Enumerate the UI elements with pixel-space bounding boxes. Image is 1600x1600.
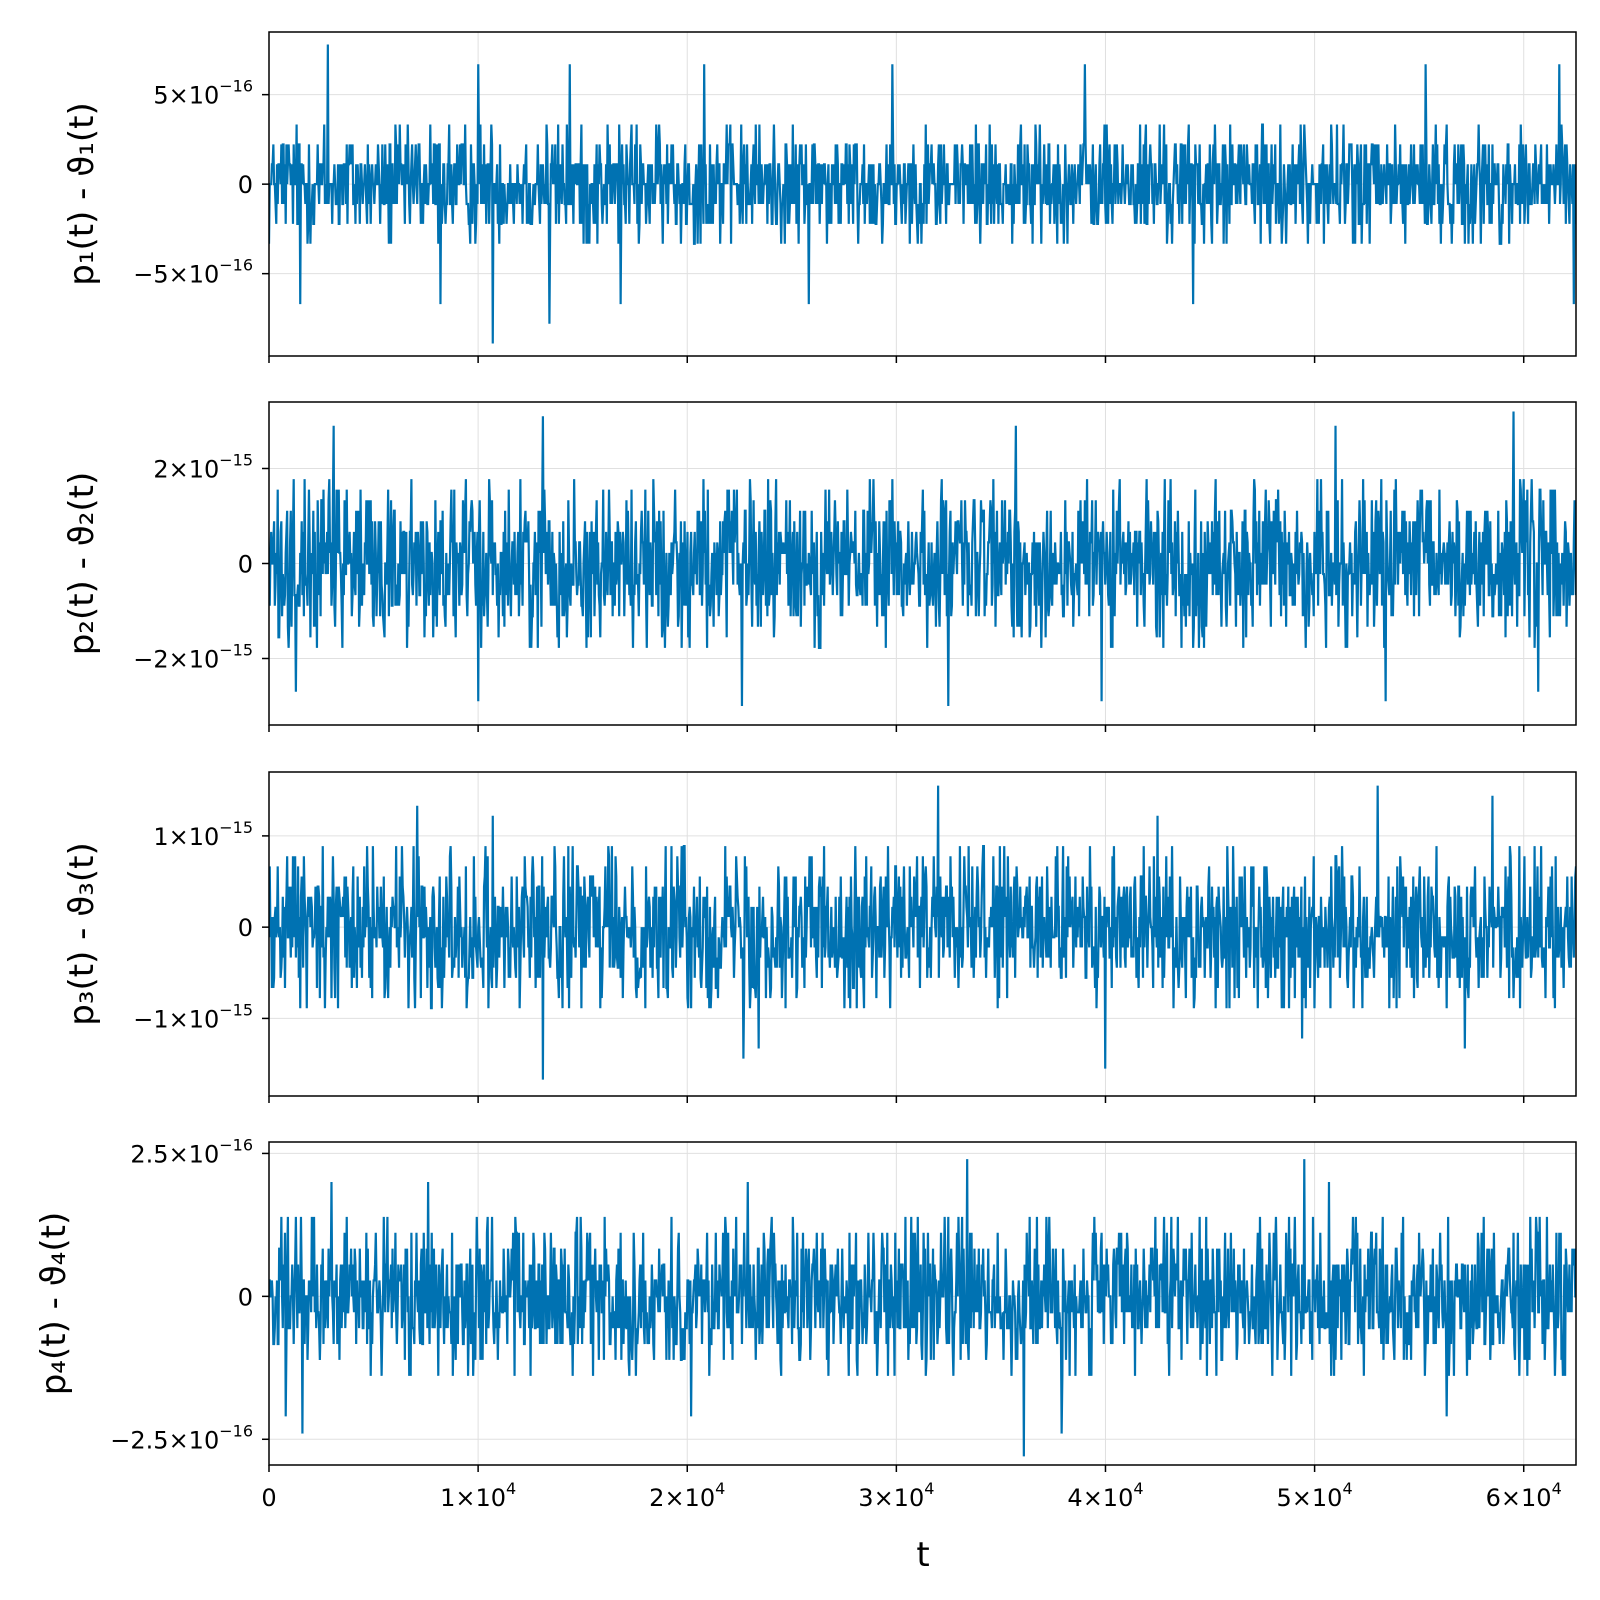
panel-2: 2×10−15 0 −2×10−15 p₂(t) - ϑ₂(t) xyxy=(62,401,1577,732)
panel-4-y-axis-label: p₄(t) - ϑ₄(t) xyxy=(34,1212,74,1396)
panel-3-ytick-label-2: −1×10−15 xyxy=(133,1000,253,1033)
x-tick-label-4: 4×104 xyxy=(1067,1479,1143,1512)
panels: 5×10−16 0 −5×10−16 p₁(t) - ϑ₁(t) 2×10−15 0 −2×… xyxy=(34,31,1577,1512)
panel-1-frame xyxy=(268,31,1577,357)
x-tick-label-0: 0 xyxy=(261,1484,276,1512)
panel-1-series-line xyxy=(269,44,1576,344)
panel-4-ytick-label-1: 0 xyxy=(238,1283,253,1311)
panel-3-series-line xyxy=(269,785,1576,1080)
panel-2-series-line xyxy=(269,411,1576,707)
panel-3-ytick-label-1: 0 xyxy=(238,914,253,942)
panel-4-frame xyxy=(268,1141,1577,1466)
panel-3-frame xyxy=(268,771,1577,1097)
x-tick-label-6: 6×104 xyxy=(1486,1479,1562,1512)
x-tick-label-3: 3×104 xyxy=(858,1479,934,1512)
panel-1-ytick-label-0: 5×10−16 xyxy=(153,77,253,110)
panel-2-y-axis-label: p₂(t) - ϑ₂(t) xyxy=(62,472,102,656)
panel-1-ytick-label-1: 0 xyxy=(238,171,253,199)
panel-3-ytick-label-0: 1×10−15 xyxy=(153,818,253,851)
panel-2-ytick-label-2: −2×10−15 xyxy=(133,641,253,674)
panel-3-y-axis-label: p₃(t) - ϑ₃(t) xyxy=(62,842,102,1026)
panel-1-y-axis-label: p₁(t) - ϑ₁(t) xyxy=(62,102,102,286)
panel-2-ytick-label-0: 2×10−15 xyxy=(153,451,253,484)
panel-1: 5×10−16 0 −5×10−16 p₁(t) - ϑ₁(t) xyxy=(62,31,1577,363)
panel-2-ytick-label-1: 0 xyxy=(238,551,253,579)
panel-4: 2.5×10−16 0 −2.5×10−16 p₄(t) - ϑ₄(t) xyxy=(34,1135,1577,1472)
panel-4-ytick-label-0: 2.5×10−16 xyxy=(130,1135,253,1168)
panel-3: 1×10−15 0 −1×10−15 p₃(t) - ϑ₃(t) xyxy=(62,771,1577,1103)
x-tick-label-2: 2×104 xyxy=(649,1479,725,1512)
x-axis-label: t xyxy=(916,1535,929,1575)
panel-4-ytick-label-2: −2.5×10−16 xyxy=(110,1421,253,1454)
x-tick-label-5: 5×104 xyxy=(1277,1479,1353,1512)
panel-4-series-line xyxy=(269,1159,1576,1457)
x-tick-label-1: 1×104 xyxy=(440,1479,516,1512)
panel-1-ytick-label-2: −5×10−16 xyxy=(133,256,253,289)
x-axis-ticks: 0 1×104 2×104 3×104 4×104 5×104 6×104 xyxy=(261,1479,1561,1512)
